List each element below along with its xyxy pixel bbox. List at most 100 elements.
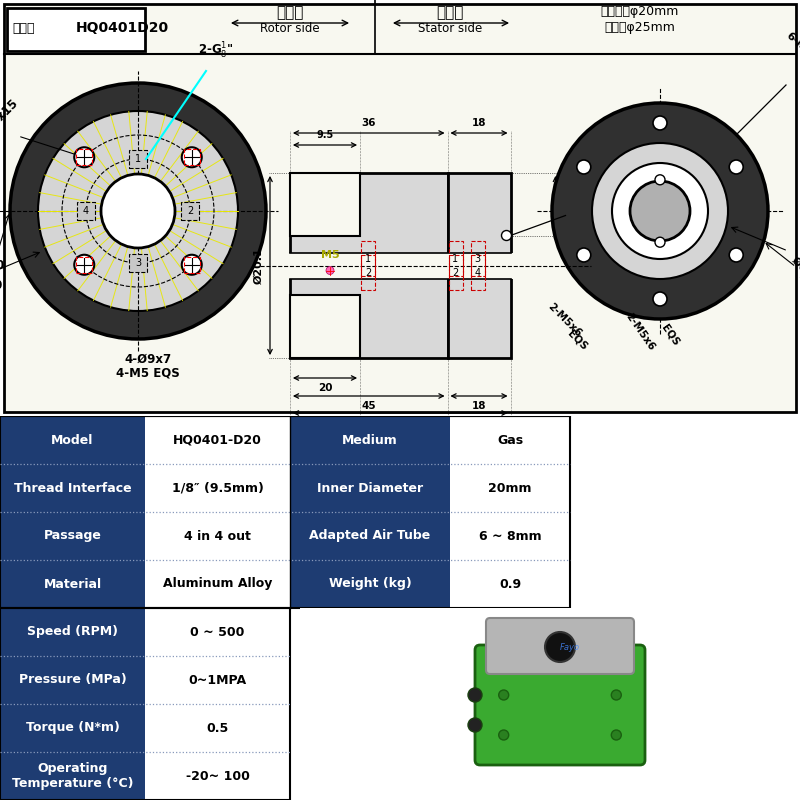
Text: Adapted Air Tube: Adapted Air Tube	[310, 530, 430, 542]
Text: 标品中空φ20mm: 标品中空φ20mm	[601, 6, 679, 18]
Bar	[129, 254, 147, 272]
Circle shape	[38, 111, 238, 311]
Text: 2: 2	[452, 267, 458, 278]
Bar	[290, 173, 360, 236]
Bar	[0, 752, 145, 800]
Bar	[361, 241, 375, 276]
Bar	[184, 150, 200, 166]
Circle shape	[655, 238, 665, 247]
Text: 4: 4	[474, 267, 481, 278]
Bar	[450, 512, 570, 560]
Text: 1: 1	[453, 254, 458, 263]
Bar	[449, 241, 462, 276]
Bar	[0, 560, 145, 608]
Text: HQ0401D20: HQ0401D20	[76, 21, 169, 35]
Bar	[181, 202, 199, 220]
Text: 1: 1	[365, 254, 371, 263]
Bar	[290, 416, 450, 464]
Bar	[470, 241, 485, 276]
Text: Model: Model	[51, 434, 94, 446]
Circle shape	[468, 688, 482, 702]
Text: Pressure (MPa): Pressure (MPa)	[18, 674, 126, 686]
Bar	[145, 512, 290, 560]
Bar	[470, 255, 485, 290]
Bar	[0, 608, 290, 800]
Text: -20~ 100: -20~ 100	[186, 770, 250, 782]
Text: 18: 18	[472, 401, 486, 411]
Bar	[290, 512, 450, 560]
Bar	[0, 704, 145, 752]
Circle shape	[182, 254, 202, 274]
Text: 1/8″ (9.5mm): 1/8″ (9.5mm)	[171, 482, 263, 494]
Circle shape	[502, 230, 511, 241]
Circle shape	[630, 181, 690, 241]
Text: 2-G$_8^{1}$": 2-G$_8^{1}$"	[198, 41, 234, 61]
Bar	[145, 416, 290, 464]
Text: 4-Ø9x7: 4-Ø9x7	[125, 353, 171, 366]
Circle shape	[577, 248, 590, 262]
Text: Fayo: Fayo	[560, 642, 580, 651]
Bar	[450, 416, 570, 464]
Bar	[0, 512, 145, 560]
Text: 86: 86	[393, 418, 407, 428]
Text: Passage: Passage	[43, 530, 102, 542]
Bar	[145, 656, 290, 704]
Text: 20mm: 20mm	[488, 482, 532, 494]
Bar	[145, 752, 290, 800]
Text: Thread Interface: Thread Interface	[14, 482, 131, 494]
Text: M5: M5	[321, 250, 339, 261]
Circle shape	[545, 632, 575, 662]
Text: EQS: EQS	[566, 329, 589, 352]
Text: 2: 2	[365, 267, 371, 278]
Text: Aluminum Alloy: Aluminum Alloy	[163, 578, 272, 590]
Text: 0.5: 0.5	[206, 722, 229, 734]
Text: 8: 8	[562, 199, 569, 210]
Bar	[145, 608, 290, 656]
Text: Ø60: Ø60	[790, 255, 800, 280]
Text: 45: 45	[362, 401, 376, 411]
Text: EQS: EQS	[0, 127, 2, 155]
Circle shape	[730, 248, 743, 262]
Bar	[290, 295, 360, 358]
Bar	[76, 257, 92, 273]
Circle shape	[468, 718, 482, 732]
Text: EQS: EQS	[659, 323, 681, 348]
Circle shape	[653, 292, 667, 306]
Bar	[145, 704, 290, 752]
Text: 6 ~ 8mm: 6 ~ 8mm	[478, 530, 542, 542]
Text: Speed (RPM): Speed (RPM)	[27, 626, 118, 638]
Text: 0~1MPA: 0~1MPA	[189, 674, 246, 686]
Bar	[361, 255, 375, 290]
Bar	[129, 150, 147, 168]
Bar	[450, 560, 570, 608]
Circle shape	[74, 147, 94, 167]
Bar	[288, 253, 513, 278]
Text: Torque (N*m): Torque (N*m)	[26, 722, 119, 734]
Circle shape	[326, 266, 334, 274]
Circle shape	[498, 730, 509, 740]
Text: 4-M5 EQS: 4-M5 EQS	[116, 366, 180, 379]
Text: EQS: EQS	[798, 64, 800, 89]
Circle shape	[498, 690, 509, 700]
Bar	[290, 464, 450, 512]
Circle shape	[577, 160, 590, 174]
Text: 转子端: 转子端	[276, 6, 304, 21]
Circle shape	[611, 730, 622, 740]
Text: 3: 3	[135, 258, 141, 268]
Text: Material: Material	[43, 578, 102, 590]
Text: 2: 2	[187, 206, 193, 216]
Text: 0 ~ 500: 0 ~ 500	[190, 626, 245, 638]
FancyBboxPatch shape	[486, 618, 634, 674]
Text: Inner Diameter: Inner Diameter	[317, 482, 423, 494]
Text: 4-M8x15: 4-M8x15	[0, 96, 21, 146]
Text: Ø70: Ø70	[0, 259, 5, 272]
Text: Ø70: Ø70	[798, 271, 800, 295]
Bar	[290, 560, 450, 608]
Text: 型号：: 型号：	[12, 22, 34, 34]
Text: 9.5: 9.5	[316, 130, 334, 140]
Text: Rotor side: Rotor side	[260, 22, 320, 34]
Bar	[0, 416, 145, 464]
Text: 定子端: 定子端	[436, 6, 464, 21]
Text: 2-G1/8": 2-G1/8"	[567, 207, 617, 220]
Circle shape	[10, 83, 266, 339]
